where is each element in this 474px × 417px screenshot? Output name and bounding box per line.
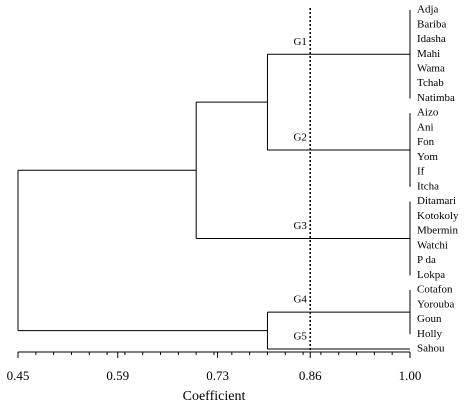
leaf-label: Idasha (417, 33, 446, 45)
leaf-label: Yorouba (417, 298, 455, 310)
x-tick-label: 0.73 (206, 368, 229, 383)
leaf-label: Tchab (417, 77, 444, 89)
leaf-label: Ani (417, 121, 434, 133)
leaf-label: Mahi (417, 48, 440, 60)
group-label: G4 (293, 294, 307, 306)
group-label: G3 (293, 220, 307, 232)
x-tick-label: 1.00 (399, 368, 422, 383)
group-label: G1 (293, 36, 306, 48)
leaf-label: Natimba (417, 92, 455, 104)
leaf-label: Cotafon (417, 284, 453, 296)
leaf-label: Lokpa (417, 269, 445, 281)
x-tick-label: 0.86 (299, 368, 322, 383)
leaf-label: Adja (417, 4, 439, 16)
leaf-label: Yom (417, 151, 438, 163)
leaf-label: Holly (417, 328, 443, 340)
leaf-label: Sahou (417, 343, 445, 355)
leaf-label: If (417, 166, 425, 178)
leaf-label: Goun (417, 313, 442, 325)
leaf-label: Aizo (417, 107, 439, 119)
leaf-label: Itcha (417, 180, 439, 192)
leaf-label: Fon (417, 136, 435, 148)
leaf-label: Wama (417, 62, 445, 74)
leaf-label: Mbermin (417, 225, 458, 237)
leaf-label: P da (417, 254, 436, 266)
leaf-label: Watchi (417, 239, 448, 251)
leaf-label: Kotokoly (417, 210, 459, 222)
x-tick-label: 0.59 (106, 368, 129, 383)
leaf-label: Ditamari (417, 195, 456, 207)
x-axis-label: Coefficient (183, 389, 246, 404)
group-label: G5 (293, 331, 307, 343)
x-tick-label: 0.45 (7, 368, 30, 383)
leaf-label: Bariba (417, 18, 446, 30)
group-label: G2 (293, 132, 306, 144)
